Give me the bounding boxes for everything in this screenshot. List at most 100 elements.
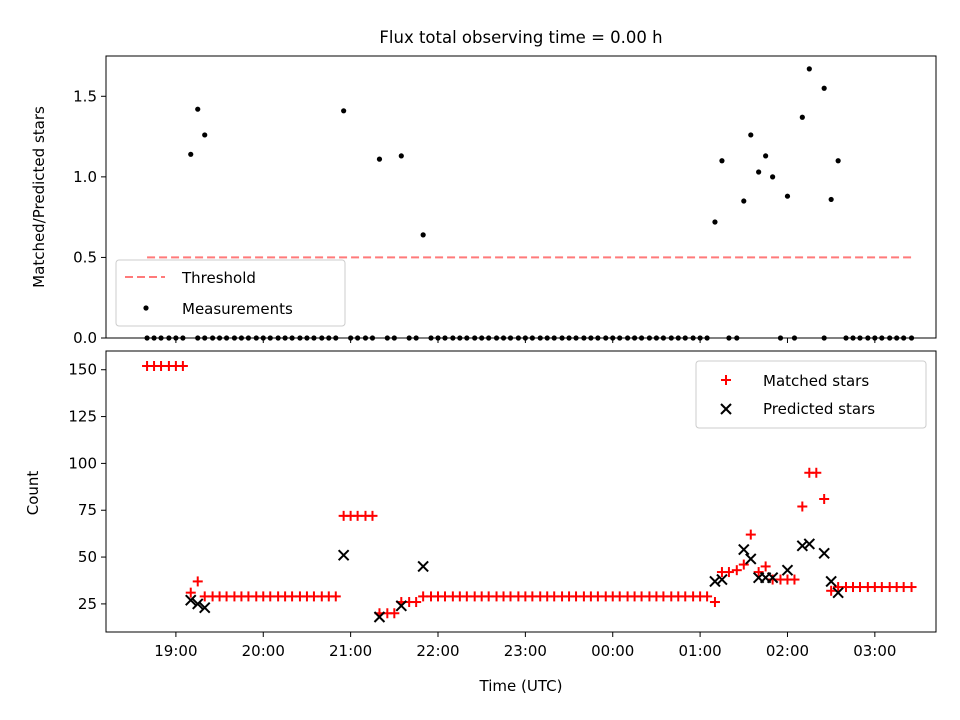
- matched-legend-marker: [721, 375, 731, 385]
- measurement-point: [741, 198, 747, 204]
- threshold-legend-label: Threshold: [181, 269, 256, 287]
- count-y-tick-label: 150: [68, 361, 97, 379]
- ratio-y-tick-label: 0.0: [73, 329, 97, 347]
- measurement-point: [821, 85, 827, 91]
- matched-star-point: [797, 501, 808, 512]
- ratio-y-label: Matched/Predicted stars: [30, 106, 48, 288]
- matched-star-point: [411, 597, 422, 608]
- count-x-tick-label: 03:00: [853, 642, 896, 660]
- count-x-tick-label: 02:00: [766, 642, 809, 660]
- x-axis-label: Time (UTC): [479, 677, 563, 695]
- matched-star-point: [177, 360, 188, 371]
- measurement-point: [763, 153, 769, 159]
- matched-star-point: [185, 587, 196, 598]
- matched-star-point: [753, 567, 764, 578]
- measurement-point: [341, 108, 347, 114]
- matched-star-point: [709, 597, 720, 608]
- predicted-star-point: [818, 547, 830, 560]
- ratio-y-ticks: 0.0 0.5 1.0 1.5: [73, 87, 106, 347]
- count-y-tick-label: 50: [78, 548, 97, 566]
- predicted-star-point: [766, 571, 779, 584]
- count-x-tick-label: 01:00: [678, 642, 721, 660]
- matched-star-point: [192, 576, 203, 587]
- matched-star-point: [723, 567, 734, 578]
- predicted-star-point: [199, 601, 211, 614]
- matched-star-point: [906, 582, 917, 593]
- count-y-tick-label: 100: [68, 454, 97, 472]
- count-y-tick-label: 125: [68, 408, 97, 426]
- matched-star-point: [760, 561, 771, 572]
- ratio-legend: Threshold Measurements: [115, 259, 346, 327]
- matched-star-point: [738, 559, 749, 570]
- measurement-point: [188, 151, 194, 157]
- matched-legend-label: Matched stars: [763, 372, 869, 390]
- count-panel: 25 50 75 100 125 150 19:00 20:00 21:00 22:00 23:0…: [24, 350, 937, 695]
- count-legend-box: [695, 360, 927, 429]
- ratio-y-tick-label: 1.5: [73, 87, 97, 105]
- measurement-point: [420, 232, 426, 238]
- ratio-y-tick-label: 1.0: [73, 168, 97, 186]
- count-x-ticks: 19:00 20:00 21:00 22:00 23:00 00:00 01:00 02:00…: [154, 632, 896, 660]
- predicted-legend-label: Predicted stars: [763, 400, 875, 418]
- matched-star-point: [819, 493, 830, 504]
- measurement-point: [756, 169, 762, 175]
- count-y-ticks: 25 50 75 100 125 150: [68, 361, 106, 613]
- count-y-tick-label: 75: [78, 501, 97, 519]
- predicted-star-point: [738, 543, 750, 556]
- measurements-legend-label: Measurements: [182, 300, 293, 318]
- predicted-star-point: [781, 564, 794, 576]
- measurement-point: [712, 219, 718, 225]
- matched-star-point: [702, 591, 713, 602]
- matched-star-point: [811, 467, 822, 478]
- figure-title: Flux total observing time = 0.00 h: [379, 28, 662, 47]
- matched-legend-swatch: [721, 375, 731, 385]
- matched-star-point: [389, 608, 400, 619]
- count-x-tick-label: 00:00: [591, 642, 634, 660]
- count-axes-frame: [105, 350, 937, 633]
- predicted-star-point: [417, 560, 429, 573]
- matched-star-point: [789, 574, 800, 585]
- count-x-tick-label: 23:00: [504, 642, 547, 660]
- predicted-star-point: [745, 553, 757, 565]
- count-x-tick-label: 21:00: [329, 642, 372, 660]
- predicted-star-point: [192, 598, 204, 610]
- measurement-point: [719, 158, 725, 164]
- matched-star-point: [731, 565, 742, 576]
- matched-star-point: [330, 591, 341, 602]
- measurement-point: [202, 132, 208, 138]
- count-legend: Matched stars Predicted stars: [695, 360, 927, 429]
- predicted-star-point: [337, 549, 350, 561]
- measurement-point: [799, 114, 805, 120]
- predicted-star-point: [832, 586, 844, 599]
- ratio-panel: 0.0 0.5 1.0 1.5 Matched/Predicted stars Thr…: [30, 55, 937, 347]
- ratio-legend-box: [115, 259, 346, 327]
- measurement-point: [770, 174, 776, 180]
- measurement-point: [195, 106, 201, 112]
- predicted-legend-marker: [720, 403, 732, 415]
- matched-star-point: [367, 510, 378, 521]
- ratio-y-tick-label: 0.5: [73, 248, 97, 266]
- predicted-star-point: [373, 611, 386, 623]
- measurement-point: [835, 158, 841, 164]
- predicted-star-point: [825, 575, 837, 588]
- predicted-legend-swatch: [720, 403, 732, 415]
- predicted-stars-points: [185, 538, 844, 623]
- predicted-star-point: [803, 538, 816, 550]
- matched-stars-points: [142, 360, 917, 619]
- predicted-star-point: [716, 573, 728, 586]
- measurement-point: [828, 196, 834, 203]
- count-x-tick-label: 20:00: [242, 642, 285, 660]
- predicted-star-point: [395, 600, 408, 612]
- predicted-star-point: [709, 575, 721, 588]
- ratio-axes-frame: [105, 55, 937, 339]
- measurement-point: [748, 132, 754, 138]
- count-x-tick-label: 22:00: [416, 642, 459, 660]
- measurement-point: [806, 66, 812, 72]
- measurements-points: [144, 66, 915, 341]
- matched-star-point: [826, 585, 837, 596]
- predicted-star-point: [796, 540, 809, 552]
- measurement-point: [398, 153, 404, 159]
- measurements-legend-swatch: [143, 305, 149, 311]
- count-y-tick-label: 25: [78, 595, 97, 613]
